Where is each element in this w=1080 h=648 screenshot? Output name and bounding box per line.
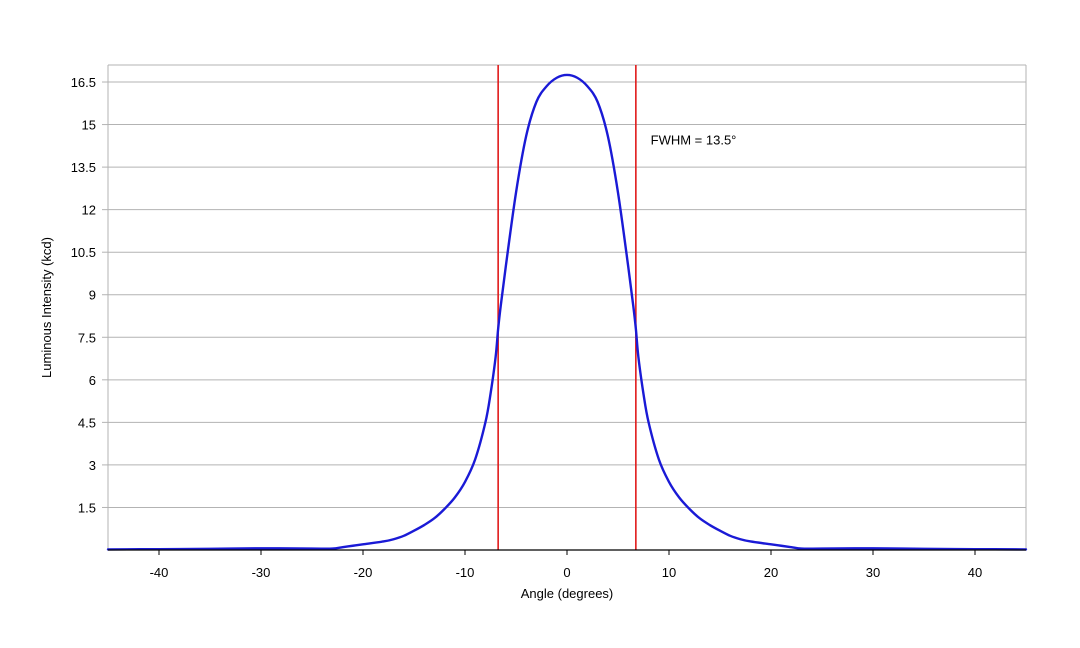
y-tick-label: 12: [82, 203, 96, 218]
x-axis-ticks: -40 -30 -20 -10 0 10 20 30 40: [108, 549, 1026, 580]
y-tick-label: 1.5: [78, 500, 96, 515]
x-axis-title: Angle (degrees): [521, 586, 614, 601]
y-axis-title: Luminous Intensity (kcd): [39, 237, 54, 378]
x-tick-label: 30: [866, 565, 880, 580]
y-tick-label: 15: [82, 118, 96, 133]
intensity-curve: [106, 73, 1028, 551]
x-tick-label: -10: [456, 565, 475, 580]
y-tick-label: 4.5: [78, 415, 96, 430]
x-tick-label: 20: [764, 565, 778, 580]
annotation-layer: FWHM = 13.5°: [651, 132, 737, 147]
y-tick-label: 10.5: [71, 245, 96, 260]
y-tick-label: 13.5: [71, 160, 96, 175]
x-tick-label: -30: [252, 565, 271, 580]
y-axis-ticks: 1.5 3 4.5 6 7.5 9 10.5 12 13.5 15 16.5: [71, 75, 108, 515]
y-tick-label: 7.5: [78, 330, 96, 345]
x-tick-label: 0: [563, 565, 570, 580]
fwhm-markers: [497, 65, 637, 550]
y-tick-label: 6: [89, 373, 96, 388]
plot-frame: [107, 64, 1027, 550]
y-tick-label: 3: [89, 458, 96, 473]
y-tick-label: 9: [89, 288, 96, 303]
y-tick-label: 16.5: [71, 75, 96, 90]
x-tick-label: -20: [354, 565, 373, 580]
fwhm-annotation: FWHM = 13.5°: [651, 132, 737, 147]
x-tick-label: 10: [662, 565, 676, 580]
x-tick-label: -40: [150, 565, 169, 580]
grid-layer: [108, 81, 1026, 508]
x-tick-label: 40: [968, 565, 982, 580]
series-layer: [106, 73, 1028, 551]
